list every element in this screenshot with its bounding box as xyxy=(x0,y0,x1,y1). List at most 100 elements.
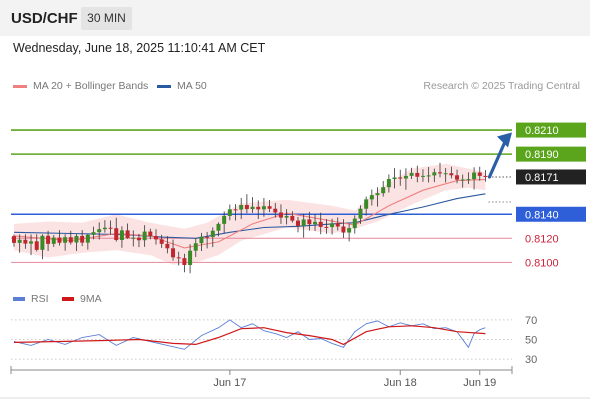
candle-body xyxy=(290,215,295,221)
level-label-0.8140: 0.8140 xyxy=(525,209,559,221)
candle-body xyxy=(256,206,261,210)
candle-body xyxy=(17,239,22,243)
candle-body xyxy=(222,215,227,224)
rsi-series-9MA xyxy=(13,325,486,346)
rsi-tick-label-50: 50 xyxy=(525,335,537,347)
candle-body xyxy=(182,258,187,266)
candle-body xyxy=(364,199,369,209)
candle-body xyxy=(386,179,391,188)
candle-body xyxy=(409,172,414,176)
header-bar: USD/CHF 30 MIN xyxy=(0,0,590,36)
candle-body xyxy=(284,215,289,218)
projection-arrow-shaft xyxy=(487,137,508,179)
rsi-tick-label-30: 30 xyxy=(525,354,537,366)
candle-body xyxy=(102,227,107,230)
candle-body xyxy=(443,173,448,175)
candle-body xyxy=(426,175,431,177)
candle-body xyxy=(188,250,193,266)
candle-body xyxy=(154,236,158,240)
x-tick-label: Jun 18 xyxy=(384,377,417,389)
candle-body xyxy=(108,227,113,229)
candle-body xyxy=(381,187,386,194)
candle-body xyxy=(216,223,221,231)
candle-body xyxy=(244,204,249,210)
candle-body xyxy=(165,243,170,249)
candle-body xyxy=(34,241,39,250)
legend-ma20-swatch xyxy=(13,84,27,88)
legend-rsi-ma: 9MA xyxy=(62,293,102,305)
candle-body xyxy=(296,220,300,226)
candle-body xyxy=(267,206,272,209)
candle-body xyxy=(40,235,45,250)
candle-body xyxy=(369,195,374,200)
candle-body xyxy=(74,235,79,243)
candle-body xyxy=(159,239,164,244)
level-tag-0.8190 xyxy=(516,146,586,162)
candle-body xyxy=(227,209,232,216)
level-label-0.8100: 0.8100 xyxy=(525,257,559,269)
legend-ma20-label: MA 20 + Bollinger Bands xyxy=(33,80,149,93)
candle-body xyxy=(375,193,380,196)
rsi-tick-label-70: 70 xyxy=(525,315,537,327)
legend-rsi-swatch xyxy=(13,297,25,302)
candle-body xyxy=(347,228,352,233)
candle-body xyxy=(460,179,465,181)
level-tag-0.8210 xyxy=(516,122,586,138)
candle-body xyxy=(193,243,198,251)
x-tick-label: Jun 19 xyxy=(463,377,496,389)
candle-body xyxy=(420,175,425,177)
candle-body xyxy=(398,177,403,179)
legend-ma20-bollinger: MA 20 + Bollinger Bands xyxy=(13,80,148,92)
candle-body xyxy=(341,226,346,233)
candle-body xyxy=(46,235,51,244)
candle-body xyxy=(23,239,28,244)
level-label-0.8210: 0.8210 xyxy=(525,125,559,137)
candle-body xyxy=(239,204,244,210)
candle-body xyxy=(261,206,266,210)
candle-body xyxy=(432,172,437,176)
symbol-title: USD/CHF xyxy=(11,10,78,27)
projection-arrow-head xyxy=(497,132,512,148)
candle-body xyxy=(12,236,16,243)
candle-body xyxy=(136,237,141,241)
level-label-0.8171: 0.8171 xyxy=(525,172,559,184)
candle-body xyxy=(142,231,147,241)
candle-body xyxy=(205,236,210,238)
research-credit: Research © 2025 Trading Central xyxy=(423,80,580,92)
report-datetime: Wednesday, June 18, 2025 11:10:41 AM CET xyxy=(13,41,266,55)
level-label-0.8120: 0.8120 xyxy=(525,233,559,245)
level-label-0.8190: 0.8190 xyxy=(525,149,559,161)
candle-body xyxy=(29,241,34,244)
candle-body xyxy=(358,208,363,219)
candle-body xyxy=(210,230,215,237)
candle-body xyxy=(80,235,85,243)
legend-rsi-ma-label: 9MA xyxy=(80,293,102,305)
candle-body xyxy=(392,177,397,180)
candle-body xyxy=(449,173,454,176)
candle-body xyxy=(51,237,56,244)
candle-body xyxy=(171,248,176,258)
candle-body xyxy=(148,231,153,237)
legend-ma50-label: MA 50 xyxy=(177,80,207,93)
level-tag-0.8140 xyxy=(516,206,586,222)
candle-body xyxy=(68,237,73,243)
legend-ma50: MA 50 xyxy=(157,80,207,92)
candle-body xyxy=(483,175,488,177)
candle-body xyxy=(273,208,278,213)
legend-rsi: RSI xyxy=(13,293,49,305)
candle-body xyxy=(472,172,477,180)
candle-body xyxy=(97,229,102,233)
candle-body xyxy=(85,234,90,243)
candle-body xyxy=(278,212,283,218)
candle-body xyxy=(455,175,460,180)
timeframe-badge[interactable]: 30 MIN xyxy=(81,7,132,30)
candle-body xyxy=(91,232,96,235)
candle-body xyxy=(330,223,335,228)
candle-body xyxy=(125,230,130,238)
candle-body xyxy=(438,172,442,174)
legend-rsi-label: RSI xyxy=(31,293,49,305)
candle-body xyxy=(119,230,124,240)
x-tick-label: Jun 17 xyxy=(213,377,246,389)
